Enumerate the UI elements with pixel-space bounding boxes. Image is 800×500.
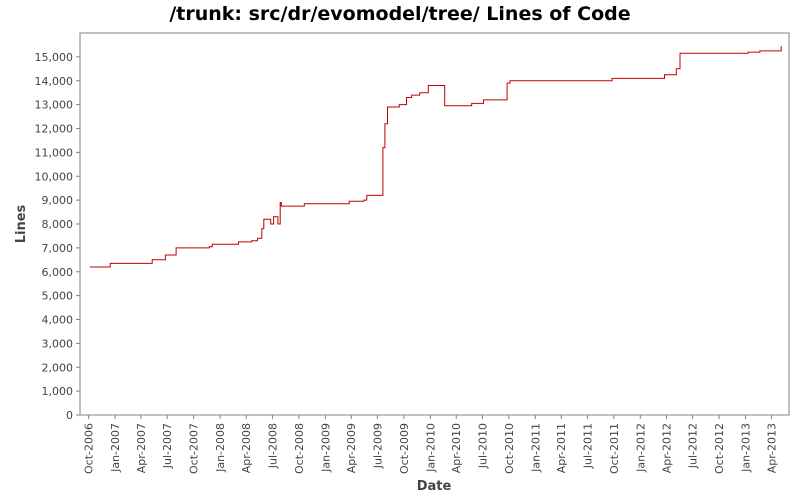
x-tick-label: Apr-2013 [765, 423, 778, 473]
y-tick-label: 10,000 [35, 170, 74, 183]
x-tick-label: Jul-2010 [476, 423, 489, 469]
x-tick-label: Jan-2010 [424, 423, 437, 473]
chart-title: /trunk: src/dr/evomodel/tree/ Lines of C… [169, 3, 631, 25]
y-tick-label: 4,000 [42, 314, 74, 327]
x-tick-label: Apr-2010 [450, 423, 463, 473]
x-axis-label: Date [417, 479, 452, 494]
x-tick-label: Oct-2007 [188, 423, 201, 474]
x-tick-label: Jan-2013 [740, 423, 753, 473]
x-tick-label: Oct-2010 [503, 423, 516, 474]
x-tick-label: Apr-2007 [135, 423, 148, 473]
y-tick-label: 9,000 [42, 194, 74, 207]
y-tick-label: 7,000 [42, 242, 74, 255]
y-tick-label: 13,000 [35, 99, 74, 112]
x-tick-label: Apr-2011 [555, 423, 568, 473]
x-tick-label: Oct-2006 [83, 423, 96, 474]
x-tick-label: Apr-2008 [240, 423, 253, 473]
y-tick-label: 8,000 [42, 218, 74, 231]
plot-area [79, 32, 790, 416]
x-tick-label: Oct-2011 [608, 423, 621, 474]
x-tick-label: Oct-2009 [398, 423, 411, 474]
y-tick-label: 3,000 [42, 337, 74, 350]
x-tick-label: Jan-2008 [214, 423, 227, 473]
x-tick-label: Jan-2009 [319, 423, 332, 473]
series-line [89, 46, 782, 268]
x-axis: Oct-2006 Jan-2007 Apr-2007 Jul-2007 Oct-2007… [83, 415, 778, 474]
y-tick-label: 11,000 [35, 146, 74, 159]
x-tick-label: Jul-2008 [266, 423, 279, 469]
x-tick-label: Jul-2011 [581, 423, 594, 469]
x-tick-label: Oct-2012 [713, 423, 726, 474]
x-tick-label: Oct-2008 [293, 423, 306, 474]
y-tick-label: 12,000 [35, 123, 74, 136]
y-tick-label: 14,000 [35, 75, 74, 88]
x-tick-label: Apr-2009 [345, 423, 358, 473]
y-axis: 0 1,000 2,000 3,000 4,000 5,000 6,000 7,000 8,00… [35, 51, 80, 422]
x-tick-label: Jan-2011 [529, 423, 542, 473]
y-tick-label: 6,000 [42, 266, 74, 279]
y-tick-label: 0 [66, 409, 73, 422]
y-tick-label: 2,000 [42, 361, 74, 374]
y-axis-label: Lines [14, 204, 29, 243]
x-tick-label: Jul-2012 [687, 423, 700, 469]
x-tick-label: Jul-2009 [371, 423, 384, 469]
x-tick-label: Jan-2007 [109, 423, 122, 473]
y-tick-label: 1,000 [42, 385, 74, 398]
x-tick-label: Apr-2012 [660, 423, 673, 473]
y-tick-label: 5,000 [42, 290, 74, 303]
x-tick-label: Jan-2012 [634, 423, 647, 473]
y-tick-label: 15,000 [35, 51, 74, 64]
x-tick-label: Jul-2007 [161, 423, 174, 469]
